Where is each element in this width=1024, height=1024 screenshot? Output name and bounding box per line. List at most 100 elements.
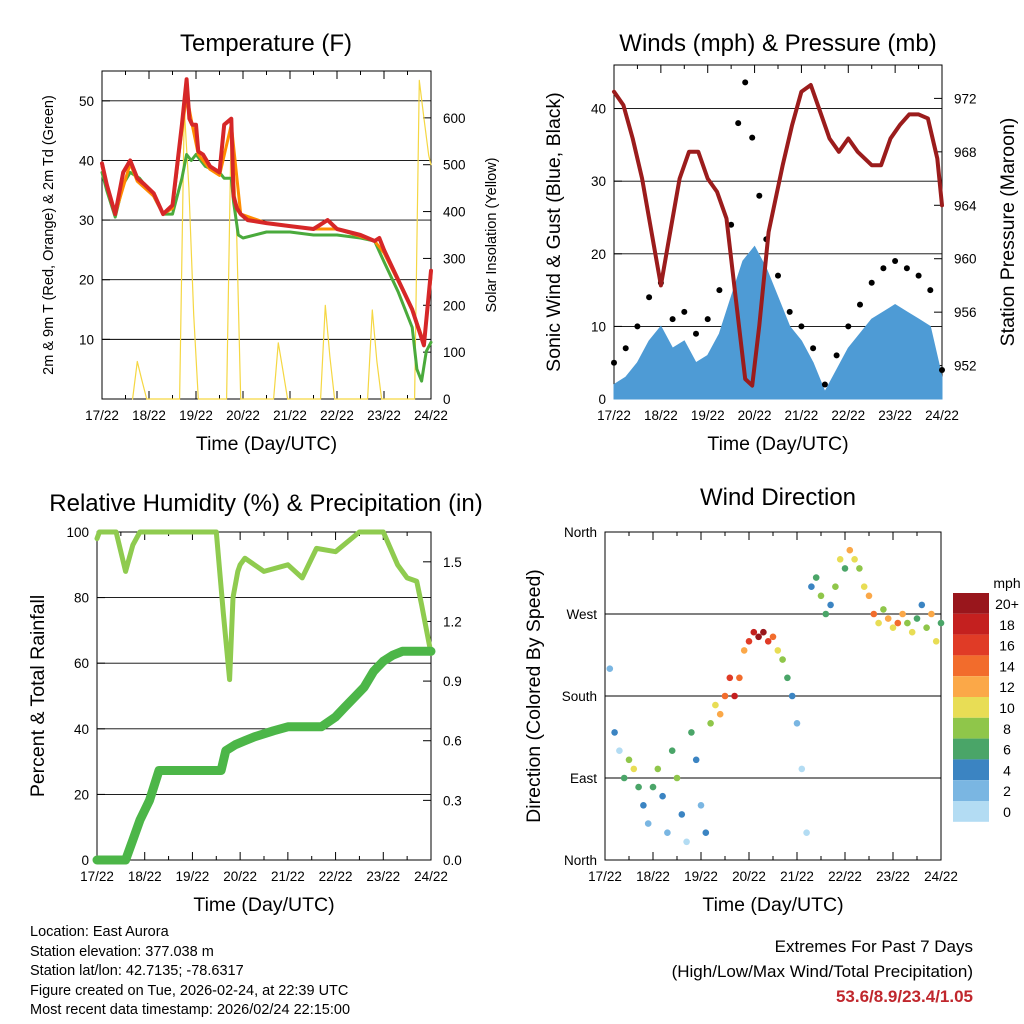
direction-point <box>851 556 858 563</box>
direction-point <box>707 720 714 727</box>
y-axis-title: Sonic Wind & Gust (Blue, Black) <box>543 92 565 372</box>
temp-9m-line <box>100 93 433 344</box>
pressure-line <box>612 83 944 388</box>
direction-point <box>760 628 767 636</box>
direction-point <box>923 624 930 631</box>
direction-point <box>702 829 710 836</box>
x-tick-label: 18/22 <box>644 408 678 423</box>
y2-tick-label: 1.5 <box>443 555 462 570</box>
legend-swatch <box>953 655 989 677</box>
gust-point <box>735 120 742 127</box>
direction-point <box>880 606 887 613</box>
x-tick-label: 22/22 <box>828 869 862 884</box>
x-tick-label: 22/22 <box>320 408 354 423</box>
y-axis-title: Direction (Colored By Speed) <box>523 569 545 823</box>
legend-swatch <box>953 676 989 697</box>
y-tick-label: East <box>570 771 597 786</box>
x-tick-label: 19/22 <box>176 869 210 884</box>
x-axis-title: Time (Day/UTC) <box>193 894 334 916</box>
y-tick-label: 30 <box>79 213 94 228</box>
y2-tick-label: 0.6 <box>443 734 462 749</box>
gust-point <box>749 134 756 141</box>
humidity-chart-title: Relative Humidity (%) & Precipitation (i… <box>49 490 482 517</box>
direction-point <box>856 565 863 572</box>
legend-label: 12 <box>999 679 1015 695</box>
station-location: Location: East Aurora <box>30 924 169 940</box>
direction-point <box>784 674 791 682</box>
x-tick-label: 18/22 <box>128 869 162 884</box>
station-latlon: Station lat/lon: 42.7135; -78.6317 <box>30 963 244 980</box>
precipitation-line <box>92 646 436 865</box>
direction-point <box>788 692 796 700</box>
humidity-line <box>94 529 434 683</box>
y-tick-label: 20 <box>79 273 94 288</box>
gust-point <box>880 265 887 272</box>
direction-point <box>904 619 911 627</box>
direction-point <box>870 610 878 618</box>
y-tick-label: 0 <box>81 853 89 868</box>
humidity-chart: Relative Humidity (%) & Precipitation (i… <box>27 490 483 916</box>
y2-tick-label: 200 <box>443 298 466 313</box>
x-tick-label: 20/22 <box>223 869 257 884</box>
y2-tick-label: 300 <box>443 251 466 266</box>
direction-point <box>659 792 666 800</box>
legend-swatch <box>953 697 989 718</box>
gust-point <box>611 359 617 366</box>
y2-tick-label: 956 <box>954 305 977 320</box>
y2-tick-label: 0 <box>443 392 451 407</box>
direction-point <box>611 729 618 736</box>
gust-point <box>693 330 699 337</box>
x-tick-label: 18/22 <box>132 408 166 423</box>
winds-chart-title: Winds (mph) & Pressure (mb) <box>619 30 936 57</box>
direction-point <box>692 756 700 764</box>
x-tick-label: 17/22 <box>80 869 114 884</box>
y-tick-label: 20 <box>591 247 606 262</box>
extremes-subtitle: (High/Low/Max Wind/Total Precipitation) <box>671 962 973 981</box>
direction-point <box>913 615 921 622</box>
legend-swatch <box>953 634 989 656</box>
gust-point <box>915 272 922 279</box>
y2-tick-label: 964 <box>954 198 977 213</box>
legend-label: 16 <box>999 638 1015 654</box>
direction-point <box>894 619 902 627</box>
x-tick-label: 20/22 <box>732 869 766 884</box>
direction-point <box>678 811 686 818</box>
y2-tick-label: 960 <box>954 252 977 267</box>
direction-point <box>836 556 844 563</box>
gust-point <box>845 323 852 330</box>
y-tick-label: 60 <box>74 656 89 671</box>
direction-point <box>860 583 868 590</box>
direction-point <box>726 674 734 682</box>
direction-point <box>649 783 657 791</box>
direction-point <box>683 838 690 846</box>
y-tick-label: 50 <box>79 94 94 109</box>
direction-point <box>779 656 786 663</box>
direction-point <box>764 638 772 645</box>
gust-point <box>810 345 817 352</box>
legend-label: 8 <box>1003 721 1011 737</box>
y-tick-label: South <box>562 689 597 704</box>
y2-axis-title: Station Pressure (Maroon) <box>997 118 1019 347</box>
y-tick-label: 40 <box>79 153 94 168</box>
gust-point <box>756 192 763 199</box>
direction-point <box>908 628 916 636</box>
y-tick-label: 100 <box>66 525 89 540</box>
plot-frame <box>101 70 432 400</box>
sonic-wind-area <box>613 245 943 400</box>
y2-tick-label: 600 <box>443 111 466 126</box>
y-tick-label: 20 <box>74 787 89 802</box>
y2-axis-title: Solar Insolation (Yellow) <box>484 157 500 312</box>
gust-point <box>927 287 934 294</box>
legend-swatch <box>953 717 989 739</box>
y-tick-label: 10 <box>591 319 606 334</box>
direction-point <box>606 665 614 672</box>
direction-point <box>640 802 647 809</box>
x-tick-label: 20/22 <box>226 408 260 423</box>
y2-tick-label: 0.0 <box>443 853 462 868</box>
y-axis-title: 2m & 9m T (Red, Orange) & 2m Td (Green) <box>41 95 57 375</box>
direction-point <box>937 619 945 627</box>
gust-point <box>728 221 735 228</box>
gust-point <box>939 367 945 373</box>
x-tick-label: 24/22 <box>924 869 958 884</box>
